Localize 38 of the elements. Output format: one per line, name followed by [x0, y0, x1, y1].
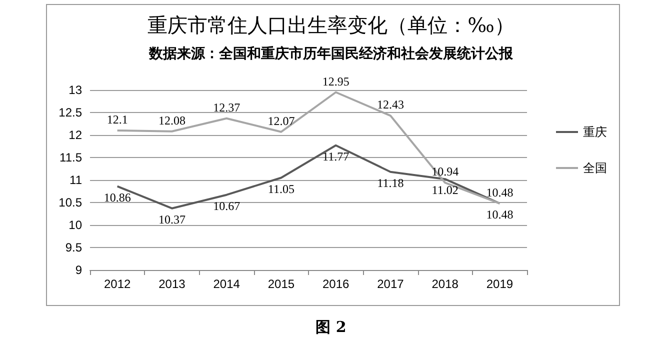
y-tick-label: 13 [68, 83, 82, 97]
y-tick-label: 10.5 [58, 196, 82, 210]
data-label: 12.37 [213, 100, 240, 114]
y-tick-label: 10 [68, 218, 82, 232]
data-label: 11.02 [432, 183, 458, 198]
x-tick-label: 2018 [432, 277, 459, 291]
caption: 图 2 [314, 318, 348, 337]
data-label: 12.43 [376, 98, 404, 112]
data-label: 12.1 [106, 112, 128, 126]
x-tick-label: 2019 [486, 277, 514, 291]
data-label: 10.86 [104, 190, 131, 204]
y-tick-label: 9 [75, 263, 82, 277]
y-tick-label: 11.5 [60, 150, 82, 164]
data-label: 10.48 [486, 185, 514, 200]
x-tick-label: 2013 [158, 277, 186, 291]
legend-label: 全国 [583, 161, 607, 175]
data-label: 10.67 [213, 198, 240, 213]
x-tick-label: 2015 [268, 277, 295, 291]
data-label: 10.94 [432, 164, 459, 179]
data-label: 12.07 [268, 114, 295, 128]
data-label: 11.05 [268, 182, 294, 196]
y-tick-label: 11 [70, 173, 82, 187]
x-tick-label: 2014 [213, 277, 240, 291]
data-label: 12.95 [322, 74, 350, 88]
chart-title: 重庆市常住人口出生率变化（单位：‰） [148, 13, 514, 37]
y-tick-label: 9.5 [65, 240, 82, 254]
chart-subtitle: 数据来源：全国和重庆市历年国民经济和社会发展统计公报 [148, 45, 514, 62]
y-tick-label: 12 [68, 128, 82, 142]
data-label: 11.18 [377, 176, 404, 190]
x-tick-label: 2016 [322, 277, 350, 291]
data-label: 10.48 [486, 207, 514, 222]
x-tick-label: 2012 [104, 277, 131, 291]
x-tick-label: 2017 [377, 277, 404, 291]
data-label: 12.08 [158, 113, 186, 128]
y-tick-label: 12.5 [58, 106, 82, 120]
data-label: 11.77 [322, 149, 350, 164]
legend-label: 重庆 [583, 125, 607, 139]
data-label: 10.37 [158, 212, 186, 226]
